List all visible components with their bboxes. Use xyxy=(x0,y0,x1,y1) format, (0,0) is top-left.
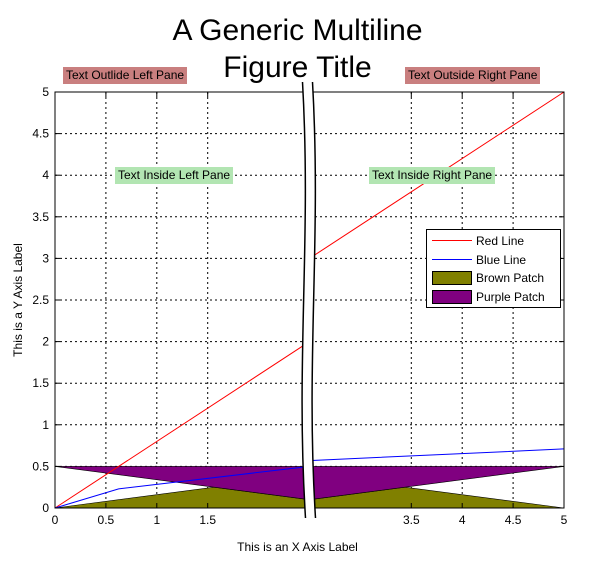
y-tick-label: 5 xyxy=(42,85,49,99)
text-outside-right-pane: Text Outside Right Pane xyxy=(405,67,541,84)
figure-title-line-1: A Generic Multiline xyxy=(172,14,423,47)
figure-title-line-2: Figure Title xyxy=(223,51,372,84)
text-outside-left-pane: Text Outlide Left Pane xyxy=(63,67,188,84)
x-tick-label: 1.5 xyxy=(199,513,216,527)
y-tick-label: 4 xyxy=(42,168,49,182)
axis-break-left-edge xyxy=(301,81,307,519)
y-tick-label: 2 xyxy=(42,335,49,349)
x-tick-label: 4 xyxy=(459,513,466,527)
grid-lines xyxy=(55,92,564,508)
text-inside-left-pane: Text Inside Left Pane xyxy=(115,167,234,184)
axis-break-right-edge xyxy=(311,81,317,519)
y-tick-label: 0 xyxy=(42,501,49,515)
x-tick-label: 0 xyxy=(52,513,59,527)
legend-item-brown-patch: Brown Patch xyxy=(427,269,560,287)
x-tick-label: 4.5 xyxy=(505,513,522,527)
x-tick-label: 1 xyxy=(153,513,160,527)
legend-item-purple-patch: Purple Patch xyxy=(427,288,560,306)
y-tick-label: 1 xyxy=(42,418,49,432)
red-line-swatch xyxy=(432,240,472,241)
x-tick-label: 0.5 xyxy=(98,513,115,527)
y-axis-label: This is a Y Axis Label xyxy=(11,243,25,357)
legend-label-purple-patch: Purple Patch xyxy=(476,290,545,304)
y-tick-label: 4.5 xyxy=(32,127,49,141)
tick-labels: 0 0.5 1 1.5 2 2.5 3 3.5 4 4.5 5 0 0.5 1 1.5 3.5 4 4.5 5 xyxy=(32,85,567,527)
axis-break-band xyxy=(301,81,317,519)
y-tick-label: 3 xyxy=(42,251,49,265)
legend-item-red-line: Red Line xyxy=(427,232,560,250)
y-tick-label: 1.5 xyxy=(32,376,49,390)
text-inside-right-pane: Text Inside Right Pane xyxy=(369,167,496,184)
legend: Red Line Blue Line Brown Patch Purple Pa… xyxy=(426,229,561,308)
x-tick-label: 5 xyxy=(561,513,568,527)
brown-patch-swatch xyxy=(432,271,472,285)
y-tick-label: 0.5 xyxy=(32,459,49,473)
purple-patch-swatch xyxy=(432,290,472,304)
x-tick-label: 3.5 xyxy=(403,513,420,527)
legend-label-blue-line: Blue Line xyxy=(476,253,527,267)
blue-line-swatch xyxy=(432,259,472,260)
legend-label-red-line: Red Line xyxy=(476,234,525,248)
y-tick-label: 3.5 xyxy=(32,210,49,224)
legend-item-blue-line: Blue Line xyxy=(427,251,560,269)
y-tick-label: 2.5 xyxy=(32,293,49,307)
legend-label-brown-patch: Brown Patch xyxy=(476,271,545,285)
x-axis-label: This is an X Axis Label xyxy=(237,540,358,554)
